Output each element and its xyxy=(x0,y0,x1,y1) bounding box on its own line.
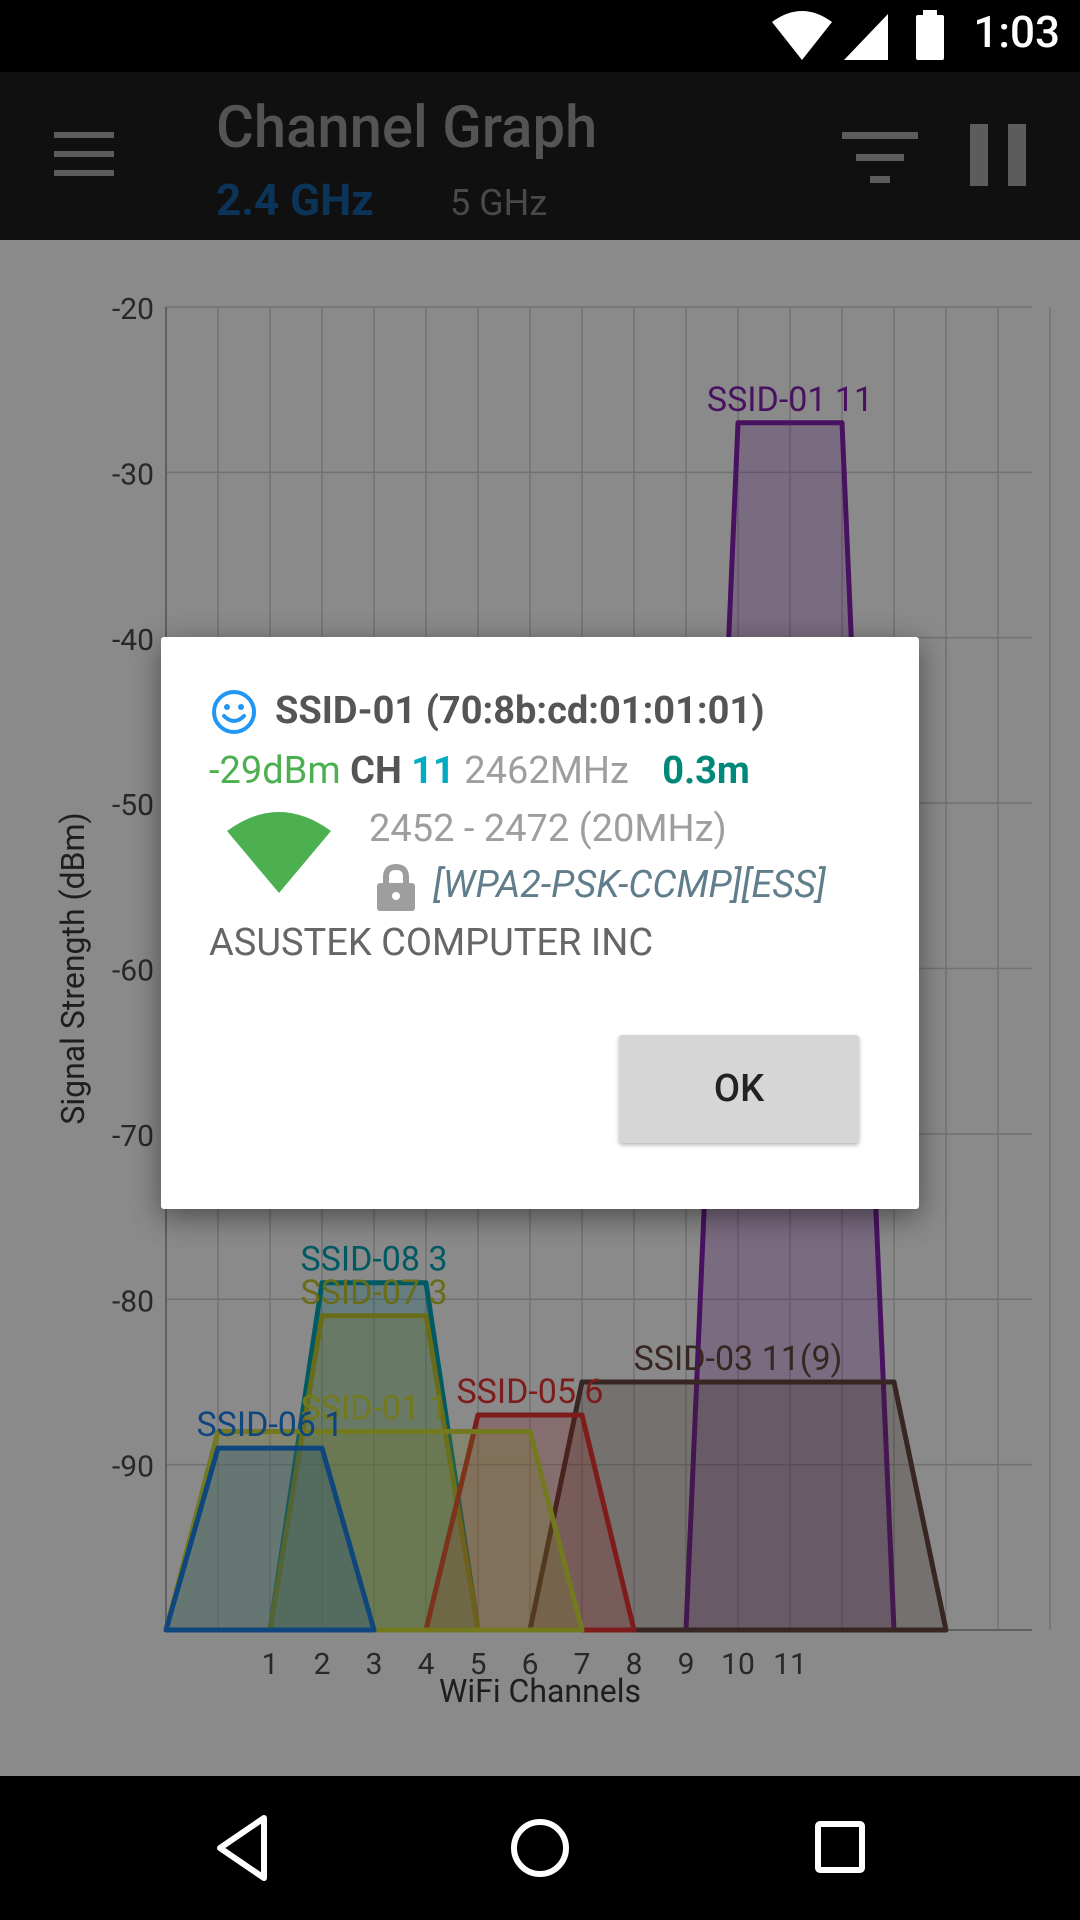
distance-value: 0.3m xyxy=(662,749,750,793)
filter-icon[interactable] xyxy=(842,132,918,188)
back-icon[interactable] xyxy=(212,1812,272,1884)
series-label: SSID-05 6 xyxy=(456,1372,603,1412)
signal-dbm: -29dBm xyxy=(209,749,341,793)
y-tick-label: -20 xyxy=(112,292,154,327)
series-trapezoid xyxy=(527,1379,949,1633)
home-icon[interactable] xyxy=(508,1812,572,1884)
wifi-status-icon xyxy=(772,11,832,60)
y-tick-label: -70 xyxy=(112,1119,154,1154)
x-tick-label: 11 xyxy=(773,1647,807,1682)
page-title: Channel Graph xyxy=(216,94,598,162)
access-point-dialog: SSID-01 (70:8b:cd:01:01:01) -29dBm CH 11… xyxy=(161,637,919,1209)
frequency-value: 2462MHz xyxy=(464,749,629,793)
channel-value: 11 xyxy=(411,749,455,793)
y-axis-label: Signal Strength (dBm) xyxy=(54,812,92,1124)
x-tick-label: 9 xyxy=(678,1647,695,1682)
cell-signal-icon xyxy=(844,14,888,60)
ssid-title: SSID-01 (70:8b:cd:01:01:01) xyxy=(275,689,765,733)
x-tick-label: 1 xyxy=(262,1647,279,1682)
app-bar: Channel Graph 2.4 GHz 5 GHz xyxy=(0,72,1080,240)
frequency-range: 2452 - 2472 (20MHz) xyxy=(369,807,727,851)
series-trapezoid xyxy=(163,1429,585,1633)
ok-button[interactable]: OK xyxy=(619,1035,859,1143)
series-label: SSID-03 11(9) xyxy=(634,1339,843,1379)
series-label: SSID-06 1 xyxy=(196,1405,343,1445)
y-tick-label: -40 xyxy=(112,623,154,658)
security-capabilities: [WPA2-PSK-CCMP][ESS] xyxy=(433,863,826,907)
pause-icon[interactable] xyxy=(970,124,1026,186)
y-tick-label: -90 xyxy=(112,1450,154,1485)
x-tick-label: 2 xyxy=(314,1647,331,1682)
series-label: SSID-08 3 xyxy=(300,1240,447,1280)
x-tick-label: 5 xyxy=(470,1647,487,1682)
x-tick-label: 10 xyxy=(721,1647,755,1682)
channel-label: CH xyxy=(350,749,402,793)
series-label: SSID-01 11 xyxy=(707,380,873,420)
wifi-icon xyxy=(227,812,331,893)
series-label: SSID-01 1 xyxy=(300,1389,447,1429)
battery-icon xyxy=(916,10,944,60)
x-tick-label: 4 xyxy=(418,1647,435,1682)
tab-5ghz[interactable]: 5 GHz xyxy=(450,182,548,224)
status-time: 1:03 xyxy=(973,6,1060,58)
y-tick-label: -50 xyxy=(112,788,154,823)
y-tick-label: -30 xyxy=(112,457,154,492)
vendor-name: ASUSTEK COMPUTER INC xyxy=(209,921,654,965)
x-tick-label: 3 xyxy=(366,1647,383,1682)
smile-icon xyxy=(212,690,256,734)
menu-icon[interactable] xyxy=(54,132,114,180)
x-axis-label: WiFi Channels xyxy=(439,1672,641,1710)
y-tick-label: -60 xyxy=(112,954,154,989)
tab-2-4ghz[interactable]: 2.4 GHz xyxy=(216,174,374,226)
signal-line: -29dBm CH 11 2462MHz 0.3m xyxy=(209,749,750,793)
recents-icon[interactable] xyxy=(814,1812,866,1884)
series-label: SSID-07 3 xyxy=(300,1273,447,1313)
x-tick-label: 7 xyxy=(574,1647,591,1682)
x-tick-label: 8 xyxy=(626,1647,643,1682)
x-tick-label: 6 xyxy=(522,1647,539,1682)
status-bar: 1:03 xyxy=(0,0,1080,72)
navigation-bar xyxy=(0,1776,1080,1920)
series-trapezoid xyxy=(163,1445,377,1633)
y-tick-label: -80 xyxy=(112,1284,154,1319)
lock-icon xyxy=(377,863,415,911)
